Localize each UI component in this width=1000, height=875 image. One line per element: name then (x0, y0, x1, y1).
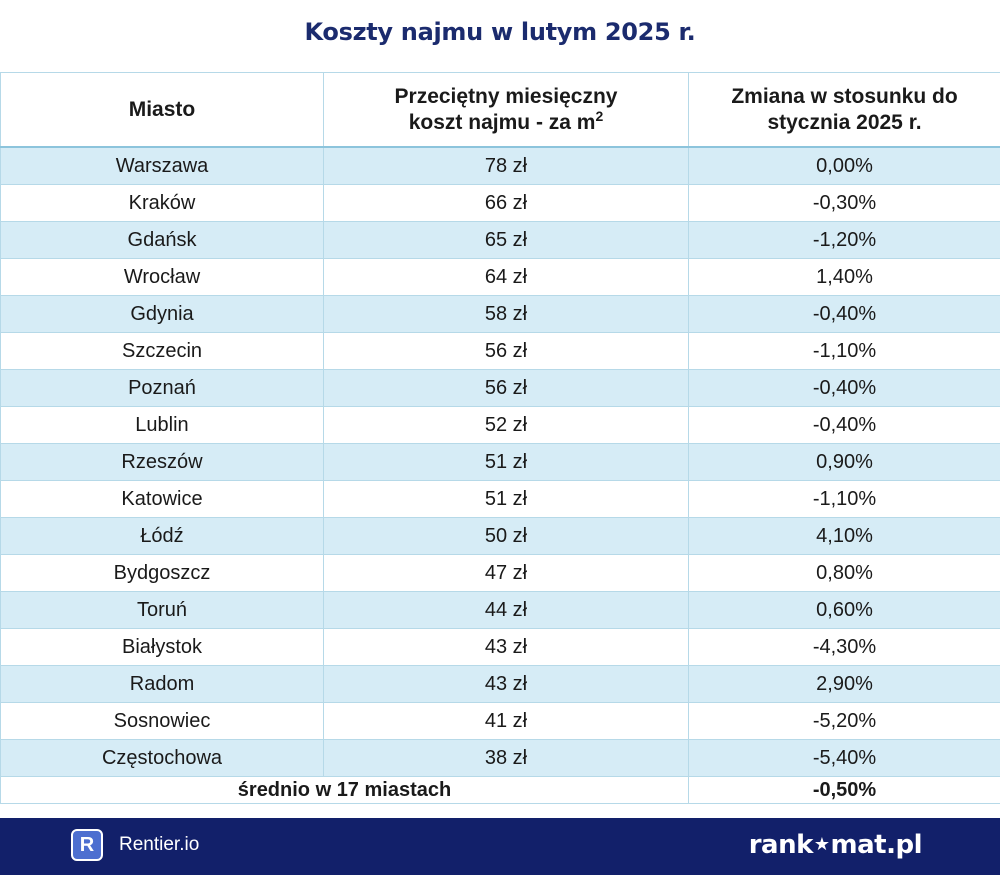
rentier-label: Rentier.io (119, 834, 200, 855)
header-change: Zmiana w stosunku do stycznia 2025 r. (688, 72, 1000, 148)
cell-change: 0,90% (688, 443, 1000, 481)
cell-cost: 78 zł (323, 146, 689, 185)
table-row: Sosnowiec 41 zł -5,20% (0, 702, 1000, 740)
table-row: Kraków 66 zł -0,30% (0, 184, 1000, 222)
cell-city: Lublin (0, 406, 324, 444)
table-row: Radom 43 zł 2,90% (0, 665, 1000, 703)
cell-city: Białystok (0, 628, 324, 666)
table-row: Gdańsk 65 zł -1,20% (0, 221, 1000, 259)
cell-cost: 51 zł (323, 443, 689, 481)
cell-cost: 56 zł (323, 332, 689, 370)
page-title: Koszty najmu w lutym 2025 r. (304, 18, 696, 46)
table-header-row: Miasto Przeciętny miesięczny koszt najmu… (0, 72, 1000, 148)
cell-city: Gdańsk (0, 221, 324, 259)
table-row: Łódź 50 zł 4,10% (0, 517, 1000, 555)
cell-change: -0,40% (688, 406, 1000, 444)
cell-city: Szczecin (0, 332, 324, 370)
cell-cost: 44 zł (323, 591, 689, 629)
cell-cost: 58 zł (323, 295, 689, 333)
cell-city: Rzeszów (0, 443, 324, 481)
cell-cost: 66 zł (323, 184, 689, 222)
cell-change: 0,00% (688, 146, 1000, 185)
cell-change: -5,40% (688, 739, 1000, 777)
cell-change: 4,10% (688, 517, 1000, 555)
cell-change: -1,20% (688, 221, 1000, 259)
cell-change: -1,10% (688, 480, 1000, 518)
cell-change: -0,40% (688, 295, 1000, 333)
cell-city: Bydgoszcz (0, 554, 324, 592)
rankomat-logo: rank★mat.pl (748, 830, 923, 860)
summary-change: -0,50% (688, 776, 1000, 804)
cell-change: -0,40% (688, 369, 1000, 407)
table-row: Poznań 56 zł -0,40% (0, 369, 1000, 407)
table-row: Lublin 52 zł -0,40% (0, 406, 1000, 444)
cell-change: -4,30% (688, 628, 1000, 666)
cell-cost: 52 zł (323, 406, 689, 444)
table-body: Warszawa 78 zł 0,00% Kraków 66 zł -0,30% Gdańs… (0, 146, 1000, 777)
rent-cost-table: Miasto Przeciętny miesięczny koszt najmu… (0, 72, 1000, 804)
cell-city: Katowice (0, 480, 324, 518)
table-row: Gdynia 58 zł -0,40% (0, 295, 1000, 333)
cell-change: -5,20% (688, 702, 1000, 740)
star-icon: ★ (813, 834, 830, 855)
cell-city: Poznań (0, 369, 324, 407)
cell-city: Łódź (0, 517, 324, 555)
cell-city: Radom (0, 665, 324, 703)
table-row: Katowice 51 zł -1,10% (0, 480, 1000, 518)
cell-change: -0,30% (688, 184, 1000, 222)
cell-cost: 65 zł (323, 221, 689, 259)
table-row: Szczecin 56 zł -1,10% (0, 332, 1000, 370)
cell-cost: 43 zł (323, 628, 689, 666)
cell-change: 0,80% (688, 554, 1000, 592)
cell-city: Sosnowiec (0, 702, 324, 740)
cell-city: Warszawa (0, 146, 324, 185)
table-row: Wrocław 64 zł 1,40% (0, 258, 1000, 296)
header-avg-cost: Przeciętny miesięczny koszt najmu - za m… (323, 72, 689, 148)
cell-change: 2,90% (688, 665, 1000, 703)
cell-cost: 56 zł (323, 369, 689, 407)
cell-cost: 51 zł (323, 480, 689, 518)
cell-cost: 64 zł (323, 258, 689, 296)
cell-cost: 50 zł (323, 517, 689, 555)
cell-city: Gdynia (0, 295, 324, 333)
cell-city: Wrocław (0, 258, 324, 296)
table-row: Toruń 44 zł 0,60% (0, 591, 1000, 629)
cell-city: Toruń (0, 591, 324, 629)
cell-city: Kraków (0, 184, 324, 222)
table-row: Częstochowa 38 zł -5,40% (0, 739, 1000, 777)
cell-change: -1,10% (688, 332, 1000, 370)
header-city: Miasto (0, 72, 324, 148)
table-row: Warszawa 78 zł 0,00% (0, 146, 1000, 185)
rentier-logo-icon: R (71, 829, 103, 861)
summary-label: średnio w 17 miastach (0, 776, 689, 804)
cell-cost: 41 zł (323, 702, 689, 740)
summary-row: średnio w 17 miastach -0,50% (0, 776, 1000, 804)
table-row: Bydgoszcz 47 zł 0,80% (0, 554, 1000, 592)
table-row: Rzeszów 51 zł 0,90% (0, 443, 1000, 481)
cell-cost: 47 zł (323, 554, 689, 592)
cell-change: 0,60% (688, 591, 1000, 629)
footer-bar: R Rentier.io rank★mat.pl (0, 818, 1000, 875)
cell-cost: 38 zł (323, 739, 689, 777)
cell-city: Częstochowa (0, 739, 324, 777)
cell-cost: 43 zł (323, 665, 689, 703)
cell-change: 1,40% (688, 258, 1000, 296)
table-row: Białystok 43 zł -4,30% (0, 628, 1000, 666)
